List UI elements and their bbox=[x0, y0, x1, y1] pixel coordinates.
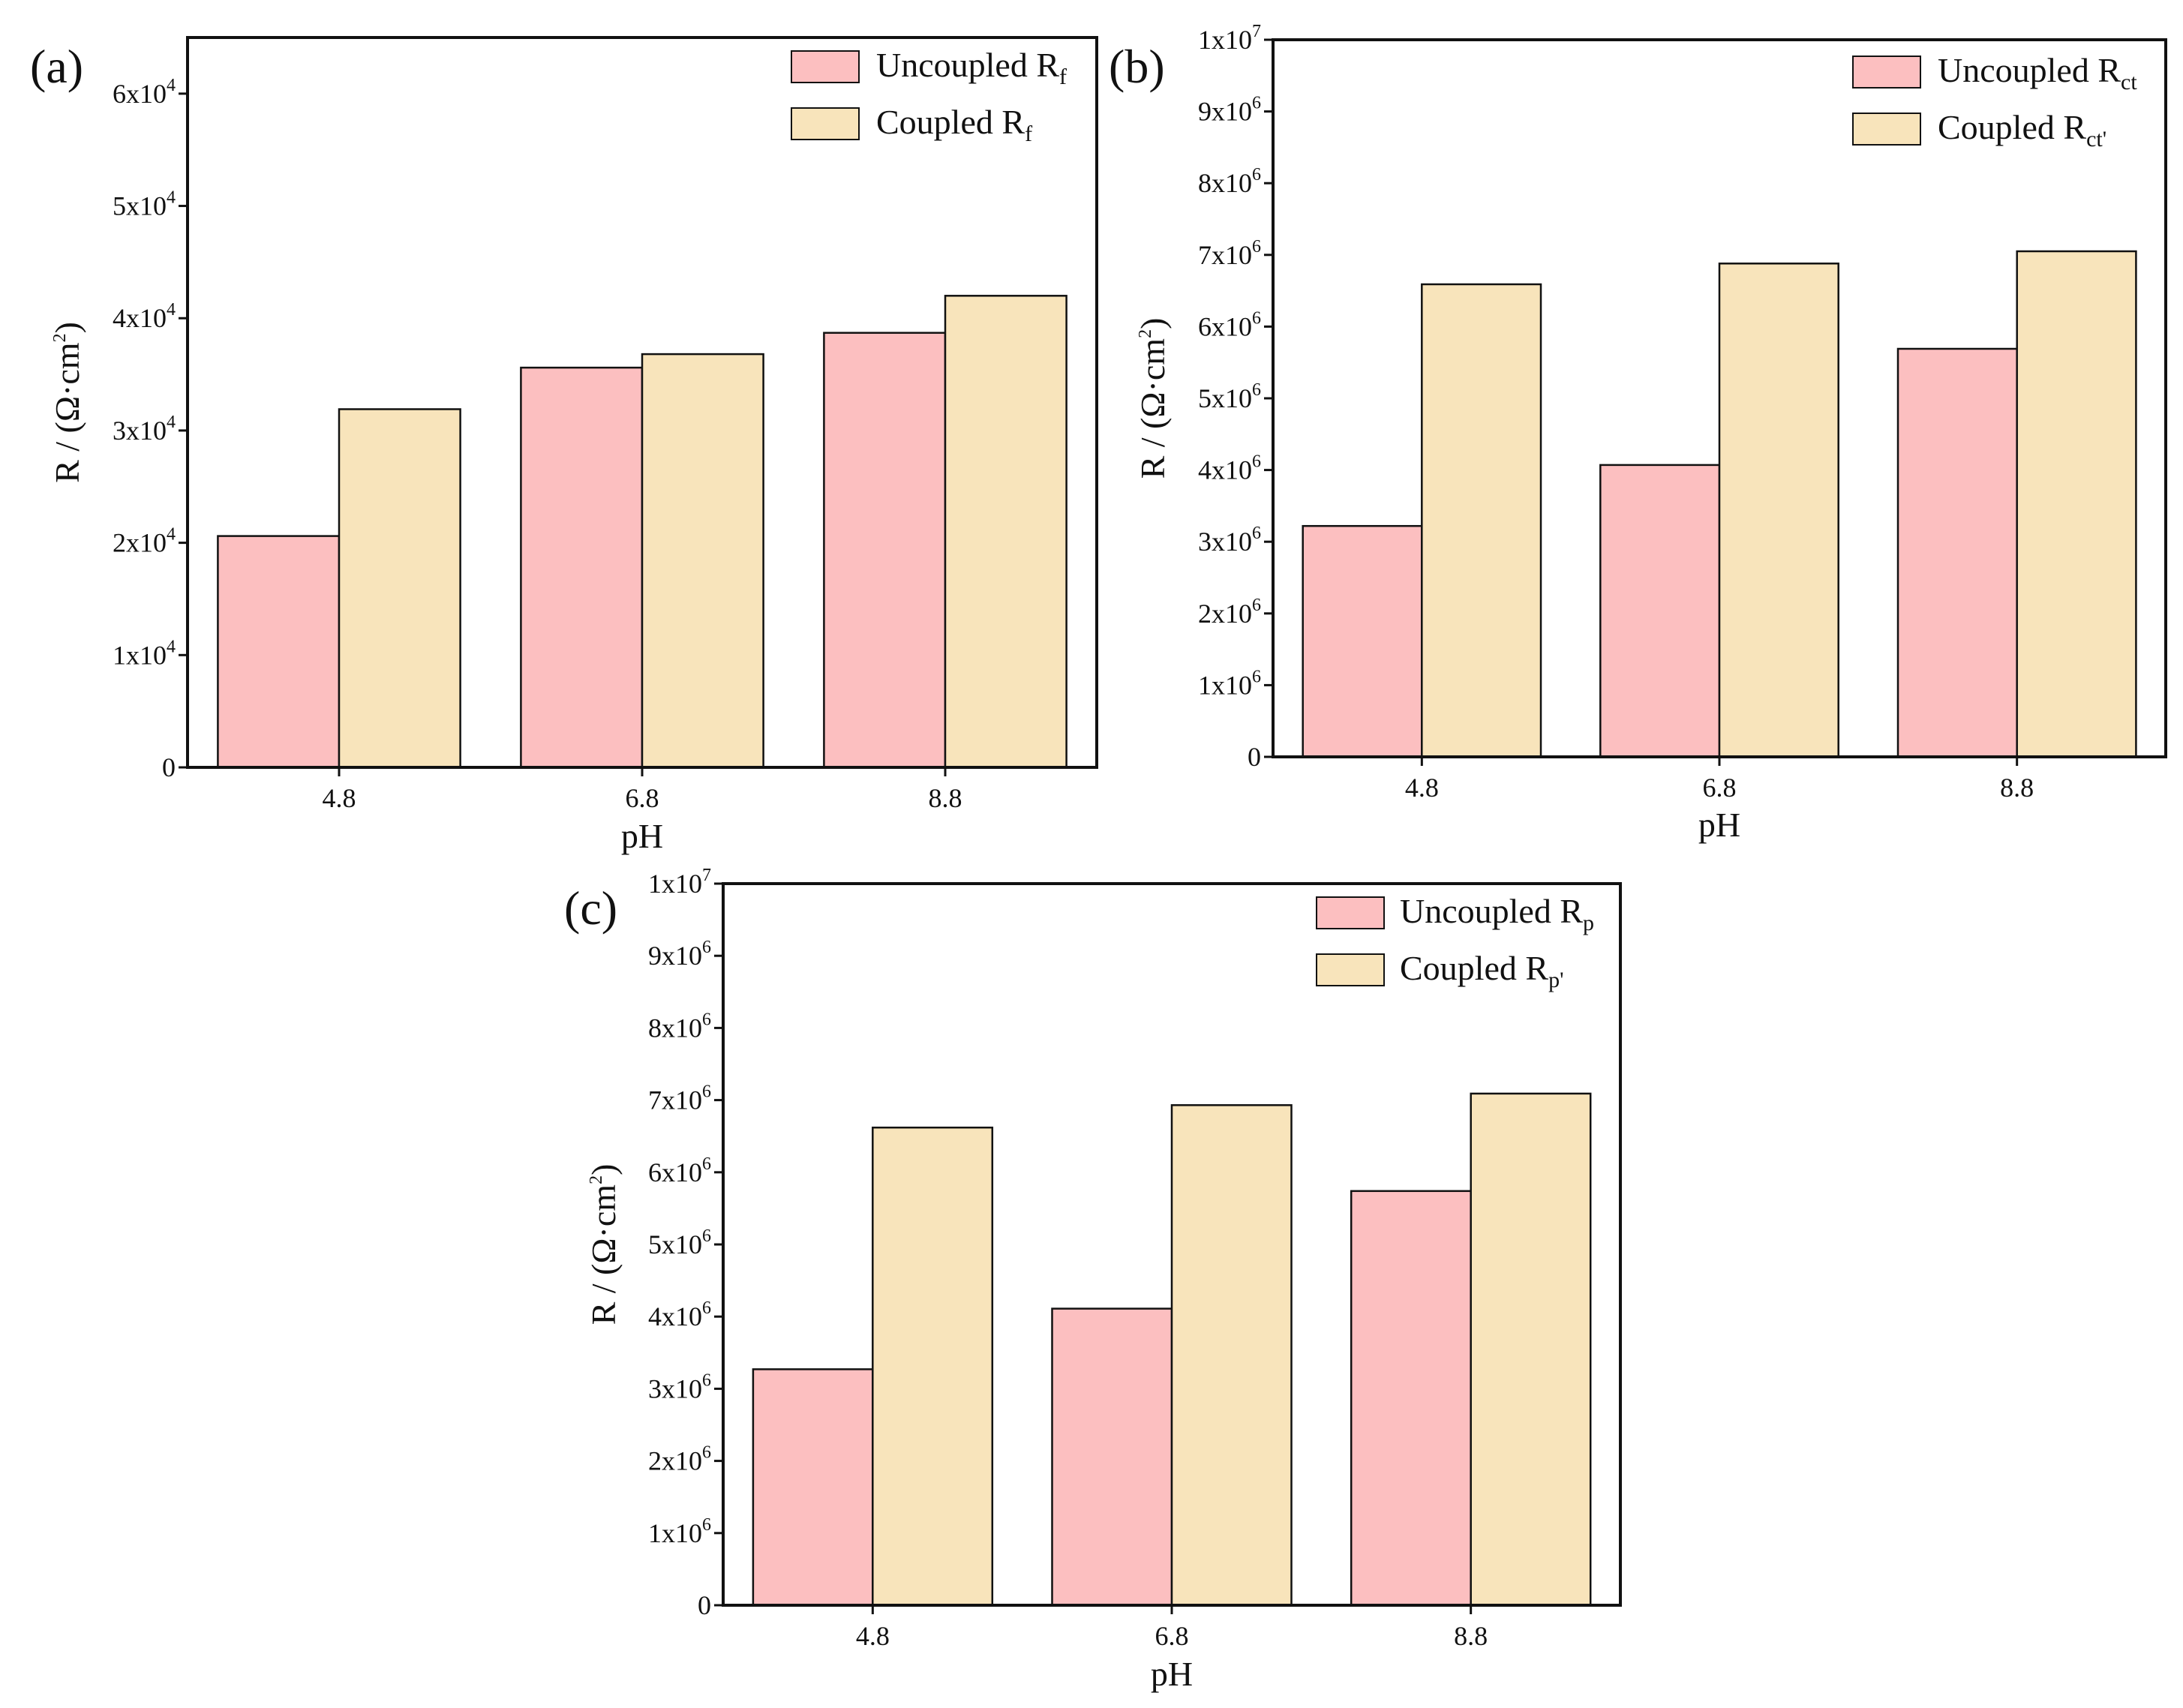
bar-uncoupled-rp-ph-8-8 bbox=[1350, 1190, 1472, 1607]
y-tick-label: 4x106 bbox=[648, 1298, 711, 1331]
legend-swatch bbox=[1852, 56, 1921, 89]
bar-coupled-rct-ph-8-8 bbox=[2016, 250, 2137, 758]
y-tick-label: 7x106 bbox=[1198, 237, 1261, 270]
y-tick-label: 9x106 bbox=[1198, 94, 1261, 127]
bar-uncoupled-rct-ph-4-8 bbox=[1302, 524, 1423, 758]
bar-coupled-rct-ph-4-8 bbox=[1421, 283, 1542, 758]
panel-label: (c) bbox=[564, 881, 617, 935]
bar-coupled-rp-ph-8-8 bbox=[1470, 1092, 1592, 1607]
y-tick-label: 0 bbox=[162, 752, 176, 782]
legend-swatch bbox=[1316, 896, 1385, 929]
y-axis-title: R / (Ω·cm2) bbox=[1134, 318, 1172, 479]
y-tick-label: 4x106 bbox=[1198, 452, 1261, 485]
legend-swatch bbox=[1316, 953, 1385, 986]
x-tick-label: 8.8 bbox=[1454, 1621, 1488, 1651]
y-tick-label: 5x104 bbox=[113, 188, 176, 221]
y-tick-label: 2x104 bbox=[113, 525, 176, 558]
x-tick-label: 4.8 bbox=[856, 1621, 890, 1651]
y-tick-label: 7x106 bbox=[648, 1082, 711, 1115]
y-tick-label: 4x104 bbox=[113, 300, 176, 333]
bar-uncoupled-rf-ph-4-8 bbox=[217, 535, 341, 769]
legend-swatch bbox=[791, 107, 860, 140]
x-tick-label: 6.8 bbox=[1155, 1621, 1189, 1651]
bar-coupled-rct-ph-6-8 bbox=[1718, 263, 1839, 758]
bar-coupled-rf-ph-6-8 bbox=[641, 353, 764, 769]
x-tick-label: 4.8 bbox=[323, 783, 356, 813]
panel-label: (a) bbox=[30, 40, 83, 93]
bar-uncoupled-rp-ph-4-8 bbox=[752, 1368, 874, 1607]
x-tick-label: 8.8 bbox=[2000, 773, 2034, 803]
y-axis-title: R / (Ω·cm2) bbox=[584, 1164, 623, 1325]
x-tick-label: 6.8 bbox=[1703, 773, 1737, 803]
x-tick-label: 6.8 bbox=[626, 783, 659, 813]
chart-panel-b: 0 1x106 2x106 3x106 4x106 5x106 6x106 7x106 8x10… bbox=[1109, 22, 2167, 844]
legend-label: Coupled Rp' bbox=[1400, 949, 1563, 992]
y-tick-label: 3x106 bbox=[1198, 524, 1261, 557]
legend: Uncoupled Rct Coupled Rct' bbox=[1852, 51, 2137, 152]
y-tick-label: 3x106 bbox=[648, 1370, 711, 1403]
x-axis-title: pH bbox=[621, 817, 663, 855]
bar-coupled-rp-ph-6-8 bbox=[1170, 1104, 1293, 1607]
legend-label: Coupled Rf bbox=[876, 103, 1032, 146]
bar-uncoupled-rf-ph-8-8 bbox=[823, 332, 947, 769]
x-tick-label: 8.8 bbox=[929, 783, 962, 813]
bar-uncoupled-rct-ph-6-8 bbox=[1599, 464, 1721, 758]
bar-coupled-rf-ph-4-8 bbox=[338, 408, 461, 769]
y-tick-label: 5x106 bbox=[648, 1226, 711, 1259]
bar-uncoupled-rp-ph-6-8 bbox=[1051, 1307, 1173, 1607]
bar-uncoupled-rf-ph-6-8 bbox=[520, 366, 644, 769]
legend-label: Uncoupled Rp bbox=[1400, 892, 1594, 935]
legend: Uncoupled Rp Coupled Rp' bbox=[1316, 892, 1594, 992]
y-tick-label: 1x104 bbox=[113, 637, 176, 670]
chart-panel-a: 0 1x104 2x104 3x104 4x104 5x104 6x104 4.8 6.8 8.8… bbox=[30, 36, 1098, 855]
y-tick-label: 9x106 bbox=[648, 938, 711, 971]
x-axis-title: pH bbox=[1151, 1655, 1193, 1693]
y-tick-label: 8x106 bbox=[648, 1010, 711, 1043]
y-tick-label: 5x106 bbox=[1198, 380, 1261, 413]
x-axis-title: pH bbox=[1698, 806, 1740, 844]
legend-swatch bbox=[791, 50, 860, 83]
y-tick-label: 2x106 bbox=[648, 1443, 711, 1476]
bar-coupled-rp-ph-4-8 bbox=[872, 1126, 994, 1607]
y-tick-label: 3x104 bbox=[113, 413, 176, 446]
legend-label: Coupled Rct' bbox=[1938, 108, 2106, 152]
y-tick-label: 6x106 bbox=[1198, 308, 1261, 341]
y-axis-title: R / (Ω·cm2) bbox=[48, 322, 86, 483]
bar-uncoupled-rct-ph-8-8 bbox=[1896, 347, 2018, 758]
legend-swatch bbox=[1852, 113, 1921, 146]
chart-panel-c: 0 1x106 2x106 3x106 4x106 5x106 6x106 7x106 8x10… bbox=[564, 866, 1622, 1693]
y-tick-label: 6x106 bbox=[648, 1154, 711, 1187]
bar-coupled-rf-ph-8-8 bbox=[944, 295, 1067, 769]
y-tick-label: 1x106 bbox=[1198, 667, 1261, 700]
y-tick-label: 2x106 bbox=[1198, 596, 1261, 629]
panel-label: (b) bbox=[1109, 40, 1165, 93]
y-tick-label: 6x104 bbox=[113, 76, 176, 109]
legend-label: Uncoupled Rct bbox=[1938, 51, 2137, 95]
legend: Uncoupled Rf Coupled Rf bbox=[791, 46, 1067, 146]
legend-label: Uncoupled Rf bbox=[876, 46, 1067, 89]
y-tick-label: 1x107 bbox=[1198, 22, 1261, 55]
y-tick-label: 0 bbox=[1248, 742, 1261, 772]
y-tick-label: 0 bbox=[698, 1590, 711, 1620]
y-tick-label: 1x107 bbox=[648, 866, 711, 899]
y-tick-label: 1x106 bbox=[648, 1515, 711, 1548]
y-tick-label: 8x106 bbox=[1198, 165, 1261, 198]
x-tick-label: 4.8 bbox=[1405, 773, 1439, 803]
